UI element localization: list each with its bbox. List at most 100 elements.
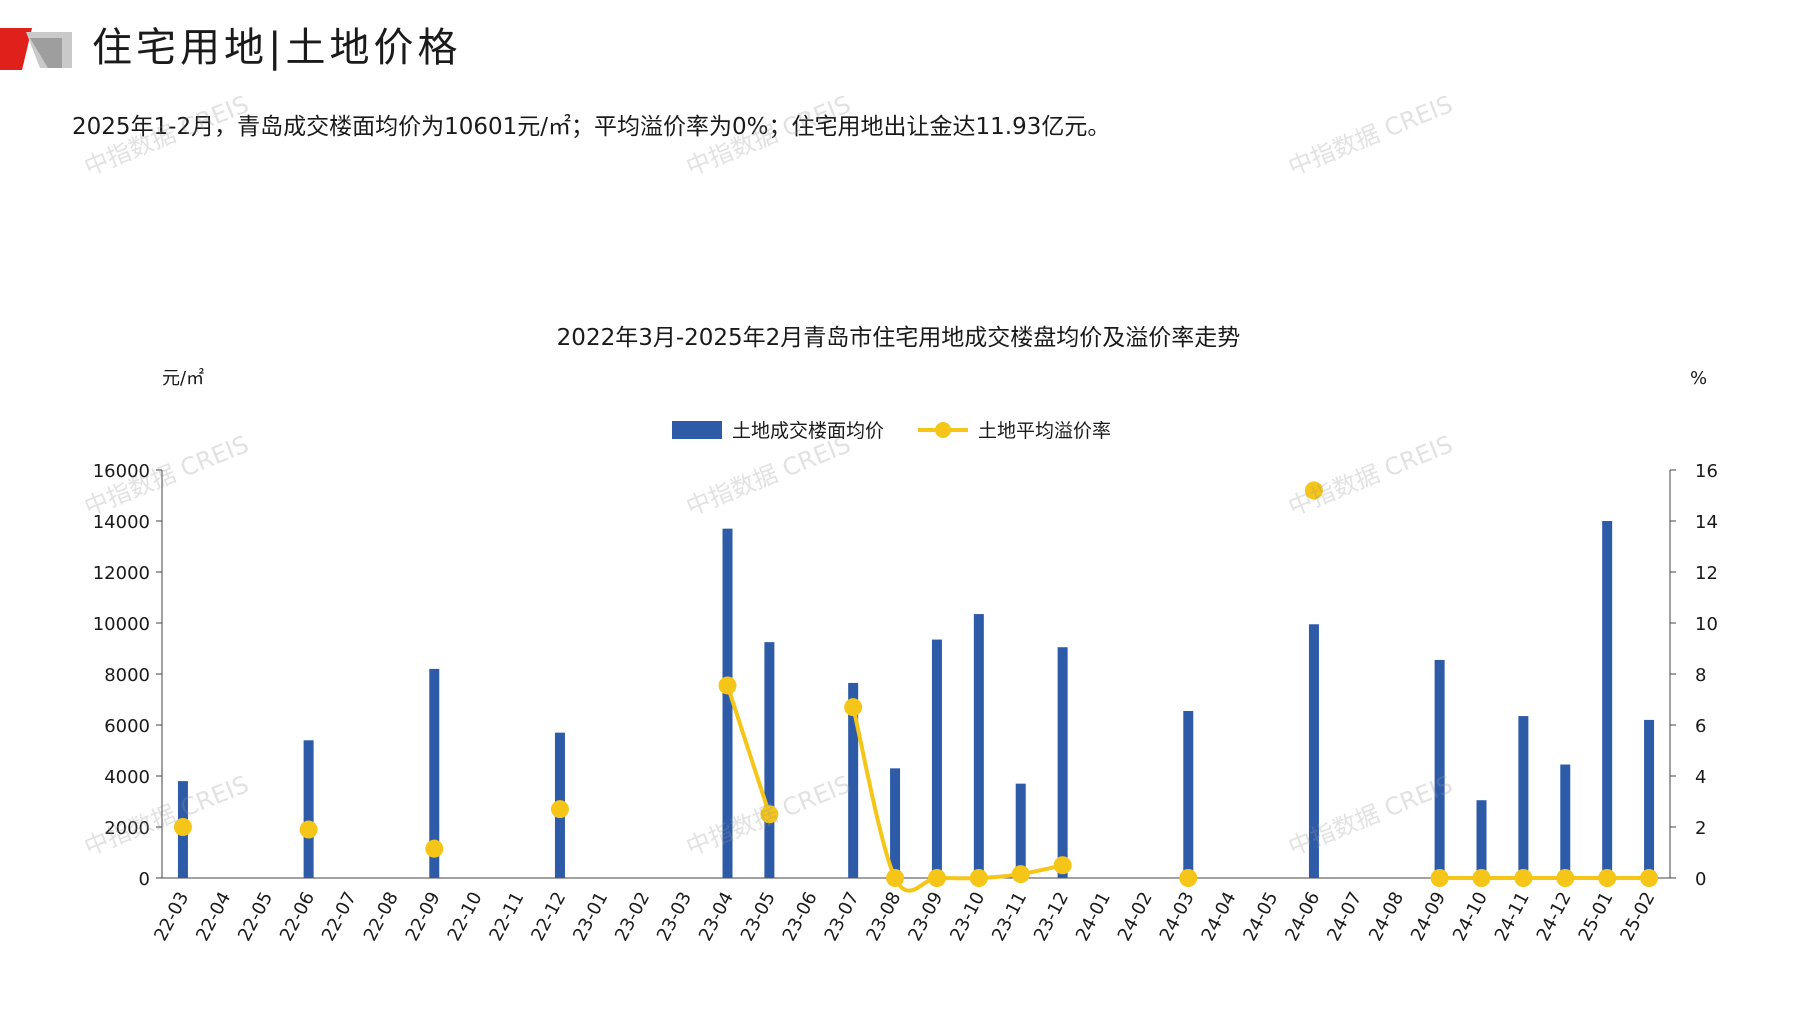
x-tick-label: 24-09 [1407, 888, 1450, 944]
left-tick-label: 8000 [104, 665, 150, 686]
premium-rate-point-23-05 [760, 805, 779, 824]
x-tick-label: 24-10 [1449, 888, 1492, 944]
x-tick-label: 24-06 [1281, 888, 1324, 944]
premium-rate-point-23-09 [927, 869, 946, 887]
premium-rate-point-25-02 [1640, 869, 1659, 887]
premium-rate-point-22-03 [173, 818, 192, 836]
premium-rate-point-22-09 [425, 839, 444, 858]
x-tick-label: 23-12 [1030, 888, 1073, 944]
x-tick-label: 23-08 [862, 888, 905, 944]
x-tick-label: 24-01 [1072, 888, 1115, 944]
left-tick-label: 14000 [93, 512, 150, 533]
x-tick-label: 23-04 [695, 888, 738, 944]
x-tick-label: 24-05 [1239, 888, 1282, 944]
premium-rate-point-24-11 [1514, 869, 1533, 887]
left-tick-label: 16000 [93, 461, 150, 482]
brand-logo [0, 28, 72, 70]
left-tick-label: 2000 [104, 818, 150, 839]
legend-line-marker [935, 422, 951, 438]
x-tick-label: 23-05 [737, 888, 780, 944]
right-tick-label: 6 [1695, 716, 1706, 737]
legend-line-label: 土地平均溢价率 [978, 420, 1111, 442]
x-tick-label: 22-12 [527, 888, 570, 944]
x-tick-label: 23-10 [946, 888, 989, 944]
premium-rate-point-22-12 [550, 800, 569, 819]
x-tick-label: 23-02 [611, 888, 654, 944]
bar-23-12 [1057, 647, 1068, 878]
premium-rate-point-23-07 [844, 698, 863, 717]
legend-bar-swatch [672, 421, 722, 439]
x-tick-label: 25-01 [1574, 888, 1617, 944]
bar-24-09 [1434, 659, 1445, 878]
x-tick-label: 22-10 [443, 888, 486, 944]
premium-rate-point-24-12 [1556, 869, 1575, 887]
premium-rate-point-23-10 [969, 869, 988, 887]
x-tick-label: 24-02 [1114, 888, 1157, 944]
right-tick-label: 12 [1695, 563, 1718, 584]
x-tick-label: 24-07 [1323, 888, 1366, 944]
x-tick-label: 22-07 [318, 888, 361, 944]
x-tick-label: 24-12 [1533, 888, 1576, 944]
right-tick-label: 0 [1695, 869, 1706, 890]
page-title: 住宅用地|土地价格 [92, 25, 462, 71]
x-tick-label: 22-04 [192, 888, 235, 944]
right-tick-label: 4 [1695, 767, 1706, 788]
premium-rate-line [851, 706, 1064, 893]
right-tick-label: 2 [1695, 818, 1706, 839]
premium-rate-point-24-10 [1472, 869, 1491, 887]
premium-rate-point-24-03 [1179, 869, 1198, 887]
right-tick-label: 14 [1695, 512, 1718, 533]
premium-rate-line [725, 684, 772, 815]
bar-25-01 [1602, 521, 1613, 878]
bar-25-02 [1644, 719, 1655, 878]
x-tick-label: 22-03 [150, 888, 193, 944]
left-tick-label: 4000 [104, 767, 150, 788]
right-tick-label: 8 [1695, 665, 1706, 686]
premium-rate-point-23-08 [886, 869, 905, 887]
left-tick-label: 12000 [93, 563, 150, 584]
x-tick-label: 22-05 [234, 888, 277, 944]
premium-rate-point-25-01 [1598, 869, 1617, 887]
bar-22-06 [303, 740, 314, 878]
premium-rate-point-22-06 [299, 820, 318, 839]
bar-24-03 [1183, 710, 1194, 878]
bar-23-05 [764, 642, 775, 878]
x-tick-label: 24-11 [1491, 888, 1534, 944]
bar-24-10 [1476, 800, 1487, 878]
bar-23-09 [931, 639, 942, 878]
x-tick-label: 22-06 [276, 888, 319, 944]
bar-23-08 [890, 768, 901, 878]
left-tick-label: 6000 [104, 716, 150, 737]
right-axis-unit: % [1690, 368, 1707, 389]
x-tick-label: 24-03 [1156, 888, 1199, 944]
x-tick-label: 22-09 [402, 888, 445, 944]
bar-24-11 [1518, 716, 1529, 878]
left-axis-unit: 元/㎡ [162, 367, 204, 389]
summary-text: 2025年1-2月，青岛成交楼面均价为10601元/㎡；平均溢价率为0%；住宅用… [72, 114, 1111, 140]
premium-rate-point-24-06 [1304, 481, 1323, 500]
left-tick-label: 0 [139, 869, 150, 890]
x-tick-label: 23-07 [820, 888, 863, 944]
premium-rate-point-23-04 [718, 676, 737, 695]
x-tick-label: 22-11 [485, 888, 528, 944]
bar-23-10 [973, 614, 984, 878]
x-tick-label: 22-08 [360, 888, 403, 944]
x-tick-label: 25-02 [1616, 888, 1659, 944]
bar-24-12 [1560, 764, 1571, 878]
premium-rate-point-23-11 [1011, 865, 1030, 884]
right-tick-label: 10 [1695, 614, 1718, 635]
x-tick-label: 23-03 [653, 888, 696, 944]
bar-24-06 [1308, 624, 1319, 878]
bar-23-04 [722, 528, 733, 878]
bar-22-09 [429, 668, 440, 878]
premium-rate-point-23-12 [1053, 856, 1072, 875]
bar-23-07 [848, 682, 859, 878]
x-tick-label: 24-04 [1197, 888, 1240, 944]
x-tick-label: 23-09 [904, 888, 947, 944]
x-tick-label: 23-11 [988, 888, 1031, 944]
legend-bar-label: 土地成交楼面均价 [732, 420, 884, 442]
bar-23-11 [1015, 783, 1026, 878]
x-tick-label: 24-08 [1365, 888, 1408, 944]
premium-rate-point-24-09 [1430, 869, 1449, 887]
